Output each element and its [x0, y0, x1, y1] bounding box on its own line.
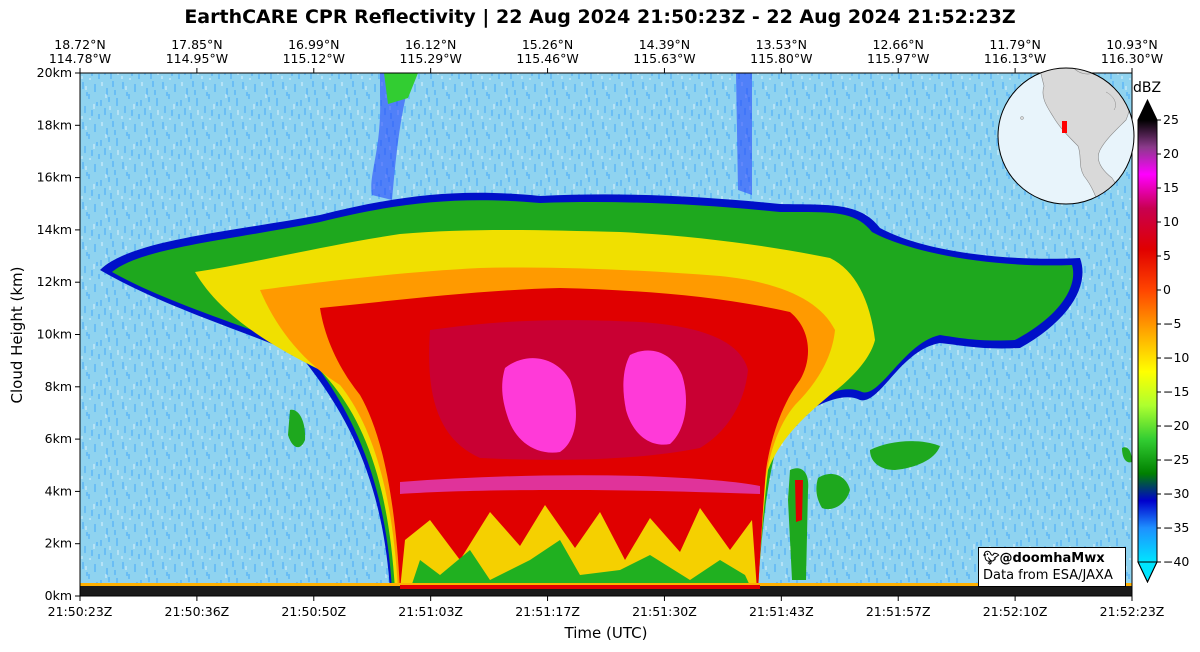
top-axis: 18.72°N114.78°W17.85°N114.95°W16.99°N115… [49, 37, 1163, 73]
lat-label: 13.53°N [756, 37, 807, 52]
x-tick-label: 21:50:36Z [165, 604, 230, 619]
lon-label: 114.95°W [166, 51, 228, 66]
colorbar-gradient [1138, 120, 1157, 562]
x-tick-label: 21:51:43Z [749, 604, 814, 619]
y-tick-label: 8km [45, 379, 72, 394]
core-crimson [429, 320, 748, 460]
lon-label: 115.12°W [283, 51, 345, 66]
y-axis: 0km 2km 4km 6km 8km 10km 12km 14km 16km 18km 20km [37, 65, 80, 603]
lat-label: 16.12°N [405, 37, 456, 52]
lat-label: 11.79°N [989, 37, 1040, 52]
core-magenta-right [623, 350, 686, 445]
plume-core [384, 73, 418, 104]
x-tick-label: 21:51:03Z [398, 604, 463, 619]
y-tick-label: 20km [37, 65, 72, 80]
lat-label: 14.39°N [639, 37, 690, 52]
colorbar-tick-label: −20 [1163, 418, 1189, 433]
x-tick-label: 21:50:23Z [48, 604, 113, 619]
lat-label: 16.99°N [288, 37, 339, 52]
lon-label: 115.80°W [750, 51, 812, 66]
low-cell-6 [1122, 447, 1132, 463]
surface-clutter [80, 585, 1132, 596]
data-source: Data from ESA/JAXA [983, 568, 1113, 583]
colorbar-tick-label: 20 [1163, 146, 1179, 161]
lon-label: 116.30°W [1101, 51, 1163, 66]
globe-border [1105, 91, 1116, 111]
x-tick-label: 21:52:23Z [1100, 604, 1165, 619]
low-cell-4 [816, 474, 850, 510]
credit-box: 🐦︎@doomhaMwx Data from ESA/JAXA [978, 547, 1126, 587]
y-tick-label: 16km [37, 170, 72, 185]
melting-band [400, 475, 760, 494]
lon-label: 115.29°W [399, 51, 461, 66]
colorbar: dBZ 25 20 15 10 5 0 −5 −10 −15 −20 −25 −30 −35 −40 [1133, 80, 1189, 584]
colorbar-tick-label: −40 [1163, 554, 1189, 569]
surface-rain [400, 585, 760, 589]
globe-outline [997, 67, 1135, 205]
radar-curtain [80, 73, 1132, 596]
x-tick-label: 21:52:10Z [983, 604, 1048, 619]
globe-hawaii [1020, 116, 1024, 120]
lat-label: 15.26°N [522, 37, 573, 52]
x-tick-label: 21:51:30Z [632, 604, 697, 619]
y-tick-label: 18km [37, 117, 72, 132]
y-tick-label: 0km [45, 588, 72, 603]
lon-label: 115.97°W [867, 51, 929, 66]
lat-label: 17.85°N [171, 37, 222, 52]
plume-echo [371, 73, 412, 200]
y-tick-label: 12km [37, 274, 72, 289]
colorbar-ticks: 25 20 15 10 5 0 −5 −10 −15 −20 −25 −30 −35 −40 [1157, 112, 1189, 569]
x-axis: 21:50:23Z 21:50:36Z 21:50:50Z 21:51:03Z 21:5… [48, 596, 1165, 619]
core-magenta-left [502, 358, 576, 453]
colorbar-tick-label: −30 [1163, 486, 1189, 501]
colorbar-tick-label: 5 [1163, 248, 1171, 263]
y-axis-label: Cloud Height (km) [8, 267, 26, 404]
x-tick-label: 21:51:17Z [515, 604, 580, 619]
colorbar-max-arrow [1138, 100, 1157, 120]
y-tick-label: 2km [45, 536, 72, 551]
low-cell-1 [870, 441, 940, 470]
y-tick-label: 14km [37, 222, 72, 237]
colorbar-tick-label: −15 [1163, 384, 1189, 399]
x-tick-label: 21:51:57Z [866, 604, 931, 619]
x-tick-label: 21:50:50Z [281, 604, 346, 619]
lon-label: 114.78°W [49, 51, 111, 66]
lat-label: 10.93°N [1106, 37, 1157, 52]
colorbar-tick-label: 0 [1163, 282, 1171, 297]
low-cell-5 [288, 409, 306, 448]
x-axis-label: Time (UTC) [564, 624, 648, 642]
lat-label: 12.66°N [873, 37, 924, 52]
colorbar-tick-label: −10 [1163, 350, 1189, 365]
low-cell-2 [788, 468, 809, 580]
upper-streak [736, 73, 752, 195]
lon-label: 115.63°W [633, 51, 695, 66]
colorbar-tick-label: −5 [1163, 316, 1181, 331]
track-marker [1062, 121, 1067, 133]
colorbar-tick-label: −25 [1163, 452, 1189, 467]
colorbar-tick-label: 10 [1163, 214, 1179, 229]
lon-label: 115.46°W [516, 51, 578, 66]
y-tick-label: 4km [45, 483, 72, 498]
colorbar-tick-label: 15 [1163, 180, 1179, 195]
colorbar-tick-label: 25 [1163, 112, 1179, 127]
colorbar-tick-label: −35 [1163, 520, 1189, 535]
rain-green [410, 540, 752, 590]
lon-label: 116.13°W [984, 51, 1046, 66]
twitter-icon: 🐦︎ [983, 551, 1000, 566]
low-cell-3 [795, 480, 803, 522]
lat-label: 18.72°N [54, 37, 105, 52]
y-tick-label: 10km [37, 327, 72, 342]
colorbar-label: dBZ [1133, 80, 1161, 96]
y-tick-label: 6km [45, 431, 72, 446]
twitter-handle: 🐦︎@doomhaMwx [983, 551, 1105, 566]
colorbar-min-arrow [1137, 561, 1158, 584]
surface-bright [80, 583, 1132, 586]
chart-title: EarthCARE CPR Reflectivity | 22 Aug 2024… [184, 6, 1016, 28]
